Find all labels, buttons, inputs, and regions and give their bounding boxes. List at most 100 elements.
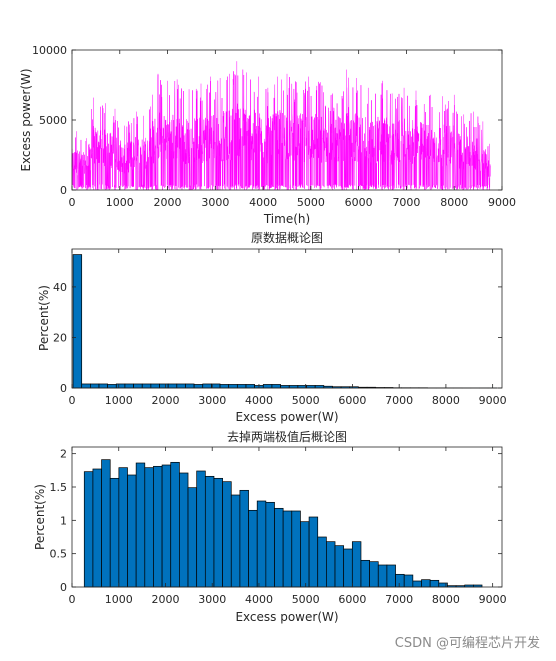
histogram-bar (308, 516, 319, 588)
histogram-bar (222, 481, 232, 588)
histogram-bar (101, 459, 111, 588)
chart-1-xtick-label: 5000 (297, 196, 325, 209)
histogram-bar (179, 472, 189, 588)
histogram-bar (167, 383, 178, 389)
chart-2-xlabel: Excess power(W) (235, 410, 338, 424)
histogram-bar (369, 561, 379, 588)
chart-2-xtick-label: 3000 (198, 394, 226, 407)
chart-1-xtick-label: 1000 (106, 196, 134, 209)
chart-1-xtick-label: 7000 (392, 196, 420, 209)
plot-frame-2 (71, 248, 503, 389)
histogram-bar (291, 510, 301, 588)
chart-1-ytick-label: 0 (60, 184, 67, 197)
chart-2-ytick-label: 20 (53, 331, 67, 344)
chart-3-xtick-label: 7000 (385, 593, 413, 606)
histogram-bar (107, 384, 117, 389)
chart-3-ylabel: Percent(%) (33, 484, 47, 550)
histogram-bar (360, 559, 370, 588)
chart-3-ytick-label: 0.5 (50, 548, 68, 561)
histogram-bar (386, 564, 396, 588)
histogram-bar (202, 383, 212, 389)
histogram-bar (245, 384, 255, 389)
histogram-bar (193, 384, 204, 389)
histogram-bar (98, 383, 108, 389)
histogram-bar (230, 494, 241, 588)
chart-3-xtick-label: 9000 (479, 593, 507, 606)
histogram-bar (271, 384, 281, 389)
histogram-bar (81, 383, 91, 389)
chart-trimmed-histogram: 去掉两端极值后概论图 0 1000 2000 3000 4000 5000 6000 7000… (33, 429, 507, 624)
chart-2-xtick-label: 0 (69, 394, 76, 407)
chart-3-xtick-label: 3000 (198, 593, 226, 606)
chart-1-xtick-label: 3000 (201, 196, 229, 209)
histogram-bar (351, 541, 362, 588)
chart-2-ytick-label: 40 (53, 281, 67, 294)
chart-1-xtick-label: 6000 (345, 196, 373, 209)
histogram-bar (403, 574, 414, 588)
chart-2-xtick-label: 5000 (292, 394, 320, 407)
histogram-bar (265, 501, 275, 588)
histogram-bar (135, 462, 146, 588)
histogram-bar (429, 579, 440, 588)
histogram-bar (300, 521, 310, 588)
histogram-bar (109, 477, 120, 588)
histogram-bar (196, 470, 206, 588)
chart-1-ytick-label: 10000 (32, 44, 67, 57)
chart-original-histogram: 原数据概论图 0 1000 2000 3000 4000 5000 6000 7000 8000… (37, 230, 507, 424)
histogram-bar (144, 467, 154, 588)
chart-2-xtick-label: 2000 (151, 394, 179, 407)
histogram-bar (124, 383, 134, 389)
chart-2-xtick-label: 9000 (479, 394, 507, 407)
chart-3-ytick-label: 0 (60, 581, 67, 594)
ticks-group-2: 0 1000 2000 3000 4000 5000 6000 7000 8000 9000 0 20… (53, 249, 507, 407)
chart-2-xtick-label: 1000 (105, 394, 133, 407)
series-group-1 (71, 61, 491, 191)
histogram-bar (343, 548, 353, 588)
chart-1-xtick-label: 9000 (488, 196, 516, 209)
chart-3-xtick-label: 6000 (338, 593, 366, 606)
histogram-bar (317, 536, 327, 588)
chart-1-xtick-label: 8000 (440, 196, 468, 209)
histogram-bar (176, 383, 186, 389)
ticks-group-1: 0 1000 2000 3000 4000 5000 6000 7000 8000 9000 0 50… (32, 44, 516, 209)
chart-1-xlabel: Time(h) (263, 212, 310, 226)
chart-3-ytick-label: 2 (60, 448, 67, 461)
histogram-bar (248, 509, 258, 588)
chart-1-xtick-label: 0 (69, 196, 76, 209)
histogram-bar (211, 383, 221, 389)
histogram-bar (161, 464, 172, 588)
chart-2-ylabel: Percent(%) (37, 285, 51, 351)
chart-3-xlabel: Excess power(W) (235, 610, 338, 624)
chart-3-ytick-label: 1.5 (50, 481, 68, 494)
chart-3-xtick-label: 0 (69, 593, 76, 606)
histogram-bar (219, 384, 230, 389)
chart-3-xtick-label: 8000 (432, 593, 460, 606)
watermark: CSDN @可编程芯片开发 (395, 635, 540, 651)
chart-3-title: 去掉两端极值后概论图 (227, 429, 347, 444)
histogram-bar (153, 465, 163, 588)
histogram-bar (228, 384, 238, 389)
histogram-bar (187, 487, 198, 588)
plot-area-2 (72, 249, 502, 388)
histogram-bar (89, 383, 100, 389)
chart-2-xtick-label: 6000 (338, 394, 366, 407)
histogram-bar (377, 564, 388, 588)
histogram-bar (185, 383, 195, 389)
histogram-bar (204, 475, 215, 588)
chart-1-xtick-label: 2000 (154, 196, 182, 209)
chart-2-title: 原数据概论图 (251, 230, 323, 245)
histogram-bar (256, 500, 267, 588)
histogram-bar (421, 579, 431, 588)
chart-2-ytick-label: 0 (60, 382, 67, 395)
histogram-bar (395, 573, 405, 588)
chart-2-xtick-label: 7000 (385, 394, 413, 407)
chart-1-ytick-label: 5000 (39, 114, 67, 127)
histogram-bar (92, 468, 102, 588)
plot-frame-3 (71, 446, 503, 588)
histogram-bar (127, 474, 137, 588)
chart-3-ytick-label: 1 (60, 514, 67, 527)
chart-3-xtick-label: 4000 (245, 593, 273, 606)
histogram-bar (334, 545, 345, 588)
chart-1-xtick-label: 4000 (249, 196, 277, 209)
